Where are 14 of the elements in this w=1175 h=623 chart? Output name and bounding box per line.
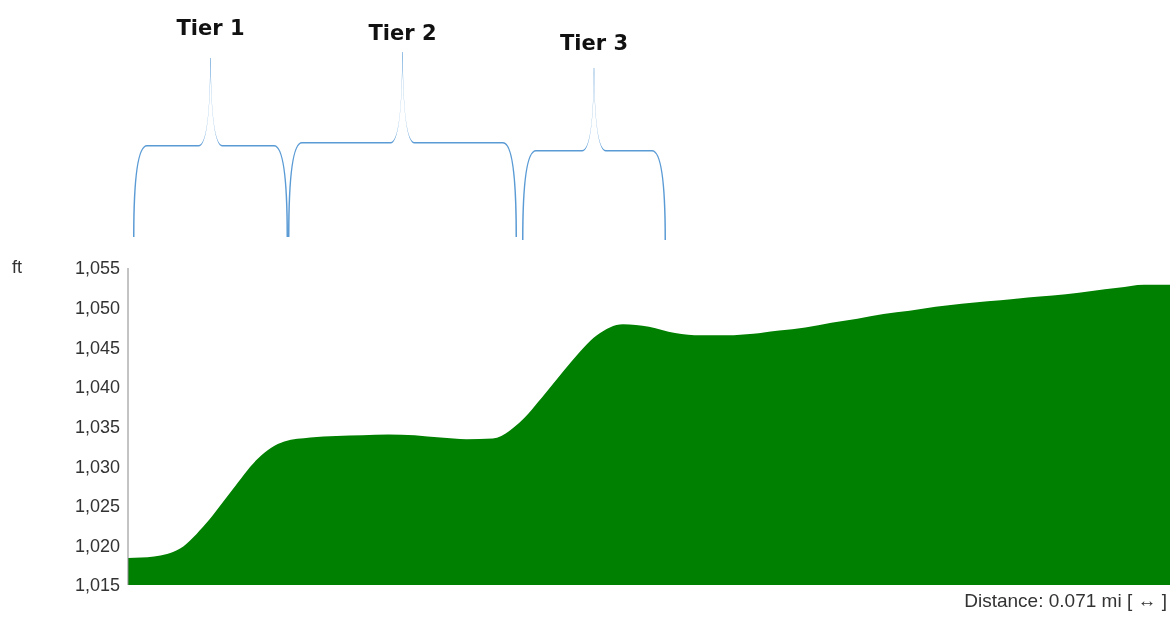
text: Distance: 0.071 mi [ ↔ ] [964,590,1167,612]
y-tick-label: 1,015 [74,575,120,596]
y-axis-title: ft [12,257,23,278]
text: Tier 2 [367,21,438,45]
y-tick-label: 1,050 [74,298,120,319]
y-tick-label: 1,055 [74,258,120,279]
y-tick-label: 1,040 [74,377,120,398]
text: Tier 3 [558,31,629,55]
text: Tier 1 [175,16,246,40]
y-tick-label: 1,025 [74,496,120,517]
y-tick-label: 1,030 [74,456,120,477]
y-tick-label: 1,035 [74,416,120,437]
y-tick-label: 1,020 [74,535,120,556]
y-tick-label: 1,045 [74,337,120,358]
